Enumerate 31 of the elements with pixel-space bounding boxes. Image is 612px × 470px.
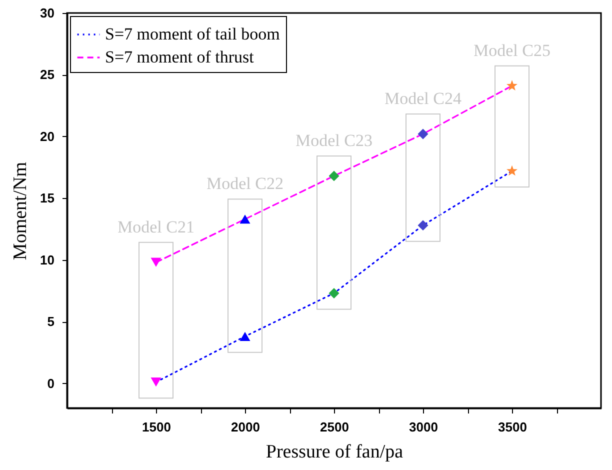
y-tick-label: 25: [40, 67, 54, 82]
point: [328, 170, 340, 182]
point: [150, 258, 162, 267]
y-tick-label: 15: [40, 190, 54, 206]
x-tick-label: 2500: [320, 420, 349, 434]
x-tick-label: 3000: [409, 420, 438, 434]
point: [328, 288, 340, 298]
annotation: Model C24: [384, 88, 462, 108]
annotation: Model C21: [118, 217, 194, 236]
legend-label: S=7 moment of tail boom: [105, 24, 280, 44]
x-tick-label: 2000: [231, 420, 260, 434]
y-tick-label: 30: [40, 6, 54, 20]
y-tick-label: 0: [47, 376, 54, 391]
legend-label: S=7 moment of thrust: [105, 48, 254, 66]
point: [418, 128, 428, 140]
point: [150, 378, 162, 387]
annotation: Model C22: [206, 174, 284, 194]
y-tick-label: 20: [40, 128, 54, 144]
point: [418, 220, 428, 231]
annotation: Model C25: [474, 40, 550, 60]
point: [506, 165, 518, 176]
y-tick-label: 5: [47, 314, 54, 330]
annotation: Model C23: [296, 130, 372, 150]
point: [240, 214, 250, 224]
y-tick-label: 10: [40, 252, 54, 268]
x-tick-label: 3500: [498, 420, 527, 434]
point: [506, 80, 518, 90]
y-axis-title: Moment/Nm: [10, 162, 32, 260]
x-axis-title: Pressure of fan/pa: [266, 442, 404, 462]
x-tick-label: 1500: [142, 420, 171, 434]
point: [240, 332, 250, 341]
